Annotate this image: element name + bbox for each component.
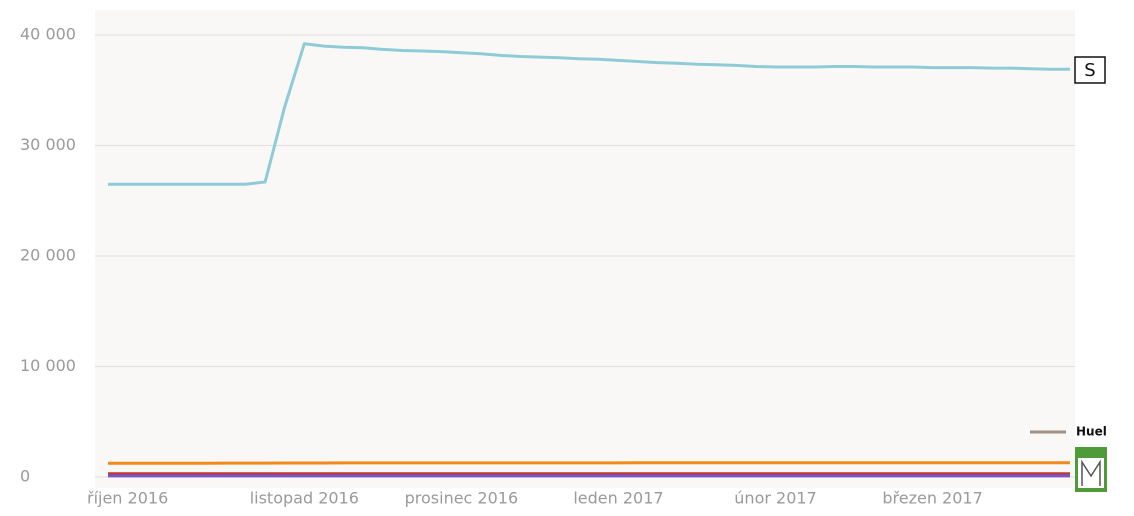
x-tick-label: říjen 2016: [87, 489, 168, 508]
y-tick-label: 30 000: [20, 135, 76, 154]
plot-area: [95, 10, 1075, 488]
y-tick-label: 10 000: [20, 356, 76, 375]
end-label: S: [1084, 60, 1095, 81]
y-tick-label: 0: [20, 467, 30, 486]
x-tick-label: únor 2017: [734, 489, 816, 508]
x-tick-label: listopad 2016: [250, 489, 359, 508]
x-tick-label: prosinec 2016: [405, 489, 519, 508]
series-line: [108, 42, 1070, 186]
series-line: [108, 461, 1070, 465]
x-tick-label: leden 2017: [573, 489, 663, 508]
logo-icon: [1075, 447, 1107, 492]
end-label-box: [1074, 56, 1106, 84]
y-tick-label: 40 000: [20, 25, 76, 44]
marks: 0 10 000 20 000 30 000 40 000 říjen 2016 listo…: [20, 25, 1075, 508]
y-tick-label: 20 000: [20, 246, 76, 265]
legend-label: Huel: [1076, 425, 1107, 439]
x-tick-label: březen 2017: [882, 489, 982, 508]
